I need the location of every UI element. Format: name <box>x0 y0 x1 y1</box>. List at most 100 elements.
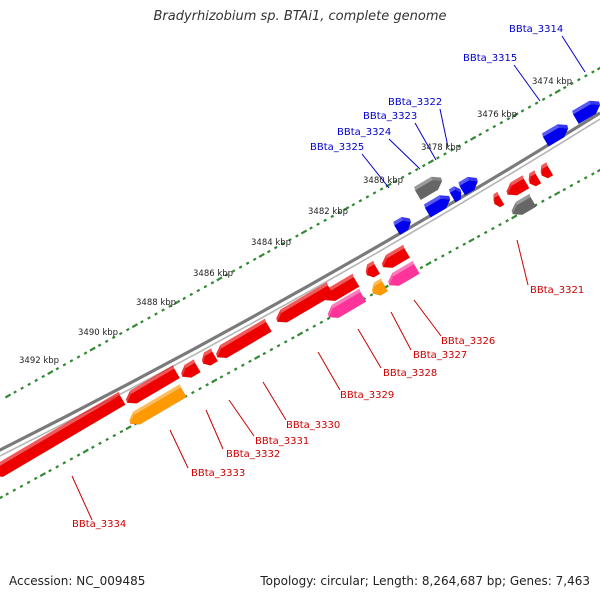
inner-tick <box>211 378 218 384</box>
gene-label: BBta_3322 <box>388 97 442 108</box>
kbp-label: 3488 kbp <box>136 298 176 308</box>
outer-tick <box>4 393 12 399</box>
inner-tick <box>69 457 74 461</box>
gene-bbta-3324-top-face <box>414 176 433 191</box>
outer-tick <box>591 70 595 74</box>
gene-bbta-3325 <box>393 217 412 236</box>
inner-tick <box>596 168 600 173</box>
outer-tick <box>140 320 144 324</box>
outer-tick <box>520 109 525 113</box>
accession-text: Accession: NC_009485 <box>9 574 146 588</box>
inner-tick <box>48 468 52 473</box>
inner-tick <box>26 480 31 485</box>
gene-bbta-3334-top-face <box>0 391 120 466</box>
leader-rev-9 <box>71 475 93 521</box>
gene-label: BBta_3326 <box>441 336 495 347</box>
label-leaders <box>71 35 586 521</box>
gene-bbta-3321a <box>511 193 537 216</box>
outer-tick <box>300 229 308 235</box>
gene-label: BBta_3334 <box>72 519 126 530</box>
inner-tick <box>283 340 288 344</box>
gene-label: BBta_3324 <box>337 127 391 138</box>
gene-bbta-3331 <box>181 359 201 378</box>
gene-bbta-3333-top-face <box>133 384 181 415</box>
gene-bbta-3330-top-face <box>220 318 267 349</box>
inner-tick <box>476 234 481 239</box>
outer-tick <box>443 152 447 156</box>
inner-tick <box>433 258 438 262</box>
outer-tick <box>41 374 46 379</box>
map-title: Bradyrhizobium sp. BTAi1, complete genom… <box>153 9 447 24</box>
inner-tick <box>441 254 445 258</box>
outer-tick <box>118 331 123 336</box>
outer-tick <box>83 351 88 355</box>
outer-tick <box>372 191 377 195</box>
inner-tick <box>455 246 459 250</box>
outer-tick <box>351 202 356 207</box>
outer-tick <box>385 182 392 188</box>
gene-bbta-3329-top-face <box>280 282 328 313</box>
gene-features <box>0 100 600 477</box>
inner-tick <box>55 465 59 469</box>
gene-label: BBta_3327 <box>413 350 467 361</box>
gene-bbta-3327-body <box>372 281 389 296</box>
outer-tick <box>379 187 384 191</box>
inner-tick <box>541 199 545 203</box>
leader-rev-8 <box>169 429 189 469</box>
gene-bbta-3330a <box>201 348 219 366</box>
gene-bbta-3330a-tip-face <box>201 352 206 364</box>
inner-tick <box>5 492 9 496</box>
gene-label: BBta_3314 <box>509 24 563 35</box>
gene-bbta-3323-top-face <box>423 195 441 208</box>
outer-tick <box>266 249 271 254</box>
outer-tick <box>393 179 398 183</box>
gene-bbta-3329b-body <box>325 276 360 302</box>
outer-tick <box>97 343 102 347</box>
inner-tick <box>119 429 124 434</box>
gene-bbta-3320-body <box>507 178 530 196</box>
kbp-labels: 3474 kbp 3476 kbp 3478 kbp 3480 kbp 3482 kbp… <box>19 77 572 366</box>
gene-bbta-3318-body <box>541 165 554 179</box>
outer-tick <box>189 292 194 297</box>
inner-tick <box>291 336 295 340</box>
outer-tick <box>182 296 187 301</box>
inner-tick <box>326 316 331 321</box>
kbp-label: 3482 kbp <box>308 207 348 217</box>
outer-tick <box>34 378 39 383</box>
gene-bbta-3329b-tip-face <box>324 287 330 301</box>
kbp-label: 3490 kbp <box>78 328 118 338</box>
gene-bbta-3315-body <box>542 127 569 147</box>
gene-bbta-3327-tip-face <box>371 282 376 294</box>
outer-tick <box>584 74 588 78</box>
leader-rev-3 <box>357 328 382 369</box>
inner-tick <box>191 390 195 395</box>
inner-tick <box>369 293 374 297</box>
outer-tick <box>238 265 243 269</box>
inner-tick <box>112 433 117 438</box>
leader-rev-1 <box>413 299 442 337</box>
outer-tick <box>562 85 567 90</box>
outer-tick <box>478 132 483 137</box>
inner-tick <box>39 472 47 478</box>
gene-bbta-3319-body <box>529 173 542 187</box>
gene-label: BBta_3332 <box>226 449 280 460</box>
gene-bbta-3321a-tip-face <box>511 201 517 215</box>
leader-rev-5 <box>262 381 287 421</box>
outer-tick <box>224 273 229 277</box>
gene-label: BBta_3333 <box>191 468 245 479</box>
outer-tick <box>316 222 320 226</box>
gene-bbta-3319-tip-face <box>528 173 531 184</box>
gene-bbta-3326a-body <box>366 263 381 278</box>
gene-bbta-3326-body <box>388 263 420 287</box>
leader-fwd-1 <box>513 64 541 102</box>
outer-tick <box>337 210 342 215</box>
inner-tick <box>319 320 324 324</box>
inner-tick <box>312 324 317 328</box>
gene-bbta-3330a-top-face <box>203 348 213 356</box>
gene-bbta-3321a-top-face <box>515 193 531 206</box>
gene-bbta-3319 <box>528 170 542 187</box>
gene-bbta-3333-body <box>129 387 187 425</box>
gene-bbta-3328-tip-face <box>327 304 333 318</box>
gene-bbta-3326a-top-face <box>367 260 375 268</box>
